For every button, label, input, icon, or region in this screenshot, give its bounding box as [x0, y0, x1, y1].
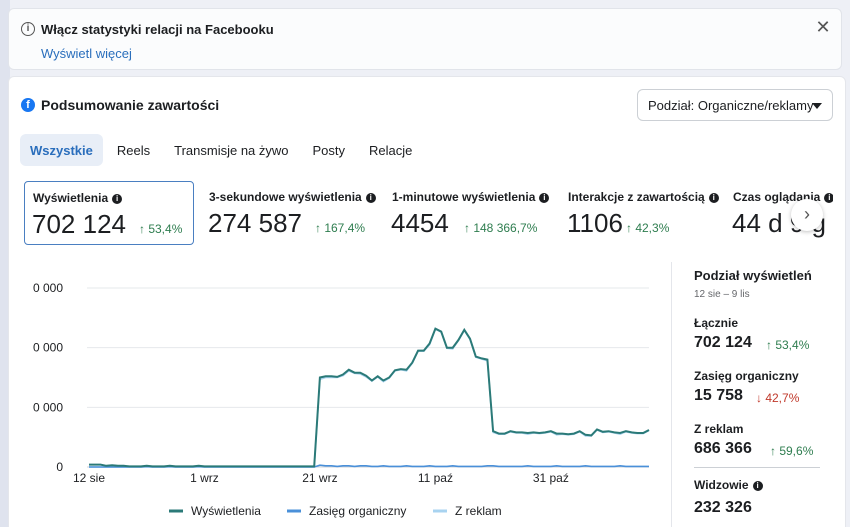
metric-3s-views[interactable]: 3-sekundowe wyświetlenia i 274 587 ↑ 167,… — [201, 181, 379, 245]
card-title: Podsumowanie zawartości — [41, 97, 220, 113]
metric-label: Wyświetlenia — [33, 191, 109, 205]
content-summary-card: f Podsumowanie zawartości Podział: Organ… — [8, 76, 846, 527]
legend-label: Zasięg organiczny — [309, 504, 406, 518]
breakdown-dropdown-label: Podział: Organiczne/reklamy — [648, 98, 814, 113]
tab-live[interactable]: Transmisje na żywo — [174, 143, 289, 158]
viewers-value: 232 326 — [694, 499, 752, 516]
metric-label: Interakcje z zawartością — [568, 190, 705, 204]
tab-reels[interactable]: Reels — [116, 143, 151, 158]
legend-label: Z reklam — [455, 504, 502, 518]
info-icon: i — [365, 193, 376, 203]
y-tick-label: 0 — [56, 460, 63, 474]
facebook-icon: f — [21, 98, 35, 112]
divider — [694, 467, 820, 468]
metric-value: 1106 — [567, 208, 623, 238]
y-tick-label: 0 000 — [33, 341, 63, 355]
y-tick-label: 0 000 — [33, 281, 63, 295]
ads-value: 686 366 — [694, 440, 752, 457]
metric-label: 3-sekundowe wyświetlenia — [209, 190, 362, 204]
tab-all[interactable]: Wszystkie — [20, 134, 103, 166]
y-tick-label: 0 000 — [33, 400, 63, 414]
total-value: 702 124 — [694, 334, 752, 351]
breakdown-dropdown[interactable]: Podział: Organiczne/reklamy — [637, 89, 833, 121]
breakdown-dates: 12 sie – 9 lis — [694, 289, 750, 300]
legend-item[interactable]: Z reklam — [433, 504, 502, 518]
metric-value: 274 587 — [208, 208, 302, 238]
info-icon: i — [112, 194, 123, 204]
series-line-Z reklam — [89, 328, 650, 468]
info-icon: i — [539, 193, 550, 203]
banner-title: Włącz statystyki relacji na Facebooku — [41, 22, 274, 37]
chevron-right-icon[interactable]: › — [791, 199, 823, 231]
legend-item[interactable]: Wyświetlenia — [169, 504, 261, 518]
metric-change: ↑ 53,4% — [139, 222, 183, 236]
x-tick-label: 21 wrz — [302, 471, 337, 485]
metric-value: 4454 — [391, 208, 449, 238]
ads-label: Z reklam — [694, 422, 744, 436]
total-label: Łącznie — [694, 316, 739, 330]
metric-change: ↑ 167,4% — [315, 221, 366, 235]
organic-label: Zasięg organiczny — [694, 369, 799, 383]
info-icon: i — [21, 22, 35, 36]
organic-value: 15 758 — [694, 387, 743, 404]
x-tick-label: 11 paź — [418, 471, 453, 485]
content-type-tabs: Wszystkie Reels Transmisje na żywo Posty… — [20, 134, 422, 166]
breakdown-title: Podział wyświetleń — [694, 268, 812, 283]
tab-posts[interactable]: Posty — [312, 143, 346, 158]
views-chart-svg: 0 000 0 000 0 000 0 12 sie 1 wrz 21 wrz 11 paź 3… — [33, 281, 650, 518]
metric-views[interactable]: Wyświetlenia i 702 124 ↑ 53,4% — [24, 181, 194, 245]
views-chart: 0 000 0 000 0 000 0 12 sie 1 wrz 21 wrz 11 paź 3… — [9, 262, 669, 522]
ads-change: ↑ 59,6% — [770, 444, 814, 458]
metric-change: ↑ 42,3% — [626, 221, 670, 235]
organic-change: ↓ 42,7% — [756, 391, 800, 405]
legend-label: Wyświetlenia — [191, 504, 261, 518]
info-icon: i — [708, 193, 719, 203]
total-change: ↑ 53,4% — [766, 338, 810, 352]
viewers-label-text: Widzowie — [694, 478, 749, 492]
metric-interactions[interactable]: Interakcje z zawartością i 1106 ↑ 42,3% — [560, 181, 730, 245]
views-breakdown-panel: Podział wyświetleń 12 sie – 9 lis Łączni… — [671, 262, 847, 527]
legend-item[interactable]: Zasięg organiczny — [287, 504, 406, 518]
caret-down-icon — [812, 103, 822, 109]
show-more-link[interactable]: Wyświetl więcej — [41, 46, 132, 61]
metric-value: 702 124 — [32, 209, 126, 239]
viewers-label: Widzowie i — [694, 478, 763, 492]
metric-change: ↑ 148 366,7% — [464, 221, 538, 235]
info-icon: i — [752, 481, 763, 491]
stories-insights-banner: i Włącz statystyki relacji na Facebooku … — [8, 8, 842, 70]
close-icon[interactable]: ✕ — [815, 17, 831, 37]
metric-label: 1-minutowe wyświetlenia — [392, 190, 536, 204]
metrics-row: Wyświetlenia i 702 124 ↑ 53,4% 3-sekundow… — [23, 181, 833, 245]
x-tick-label: 31 paź — [533, 471, 569, 485]
series-line-Wyświetlenia — [89, 327, 650, 468]
x-tick-label: 12 sie — [73, 471, 105, 485]
x-tick-label: 1 wrz — [190, 471, 219, 485]
metric-1min-views[interactable]: 1-minutowe wyświetlenia i 4454 ↑ 148 366,… — [384, 181, 556, 245]
info-icon: i — [824, 193, 833, 203]
tab-stories[interactable]: Relacje — [369, 143, 413, 158]
